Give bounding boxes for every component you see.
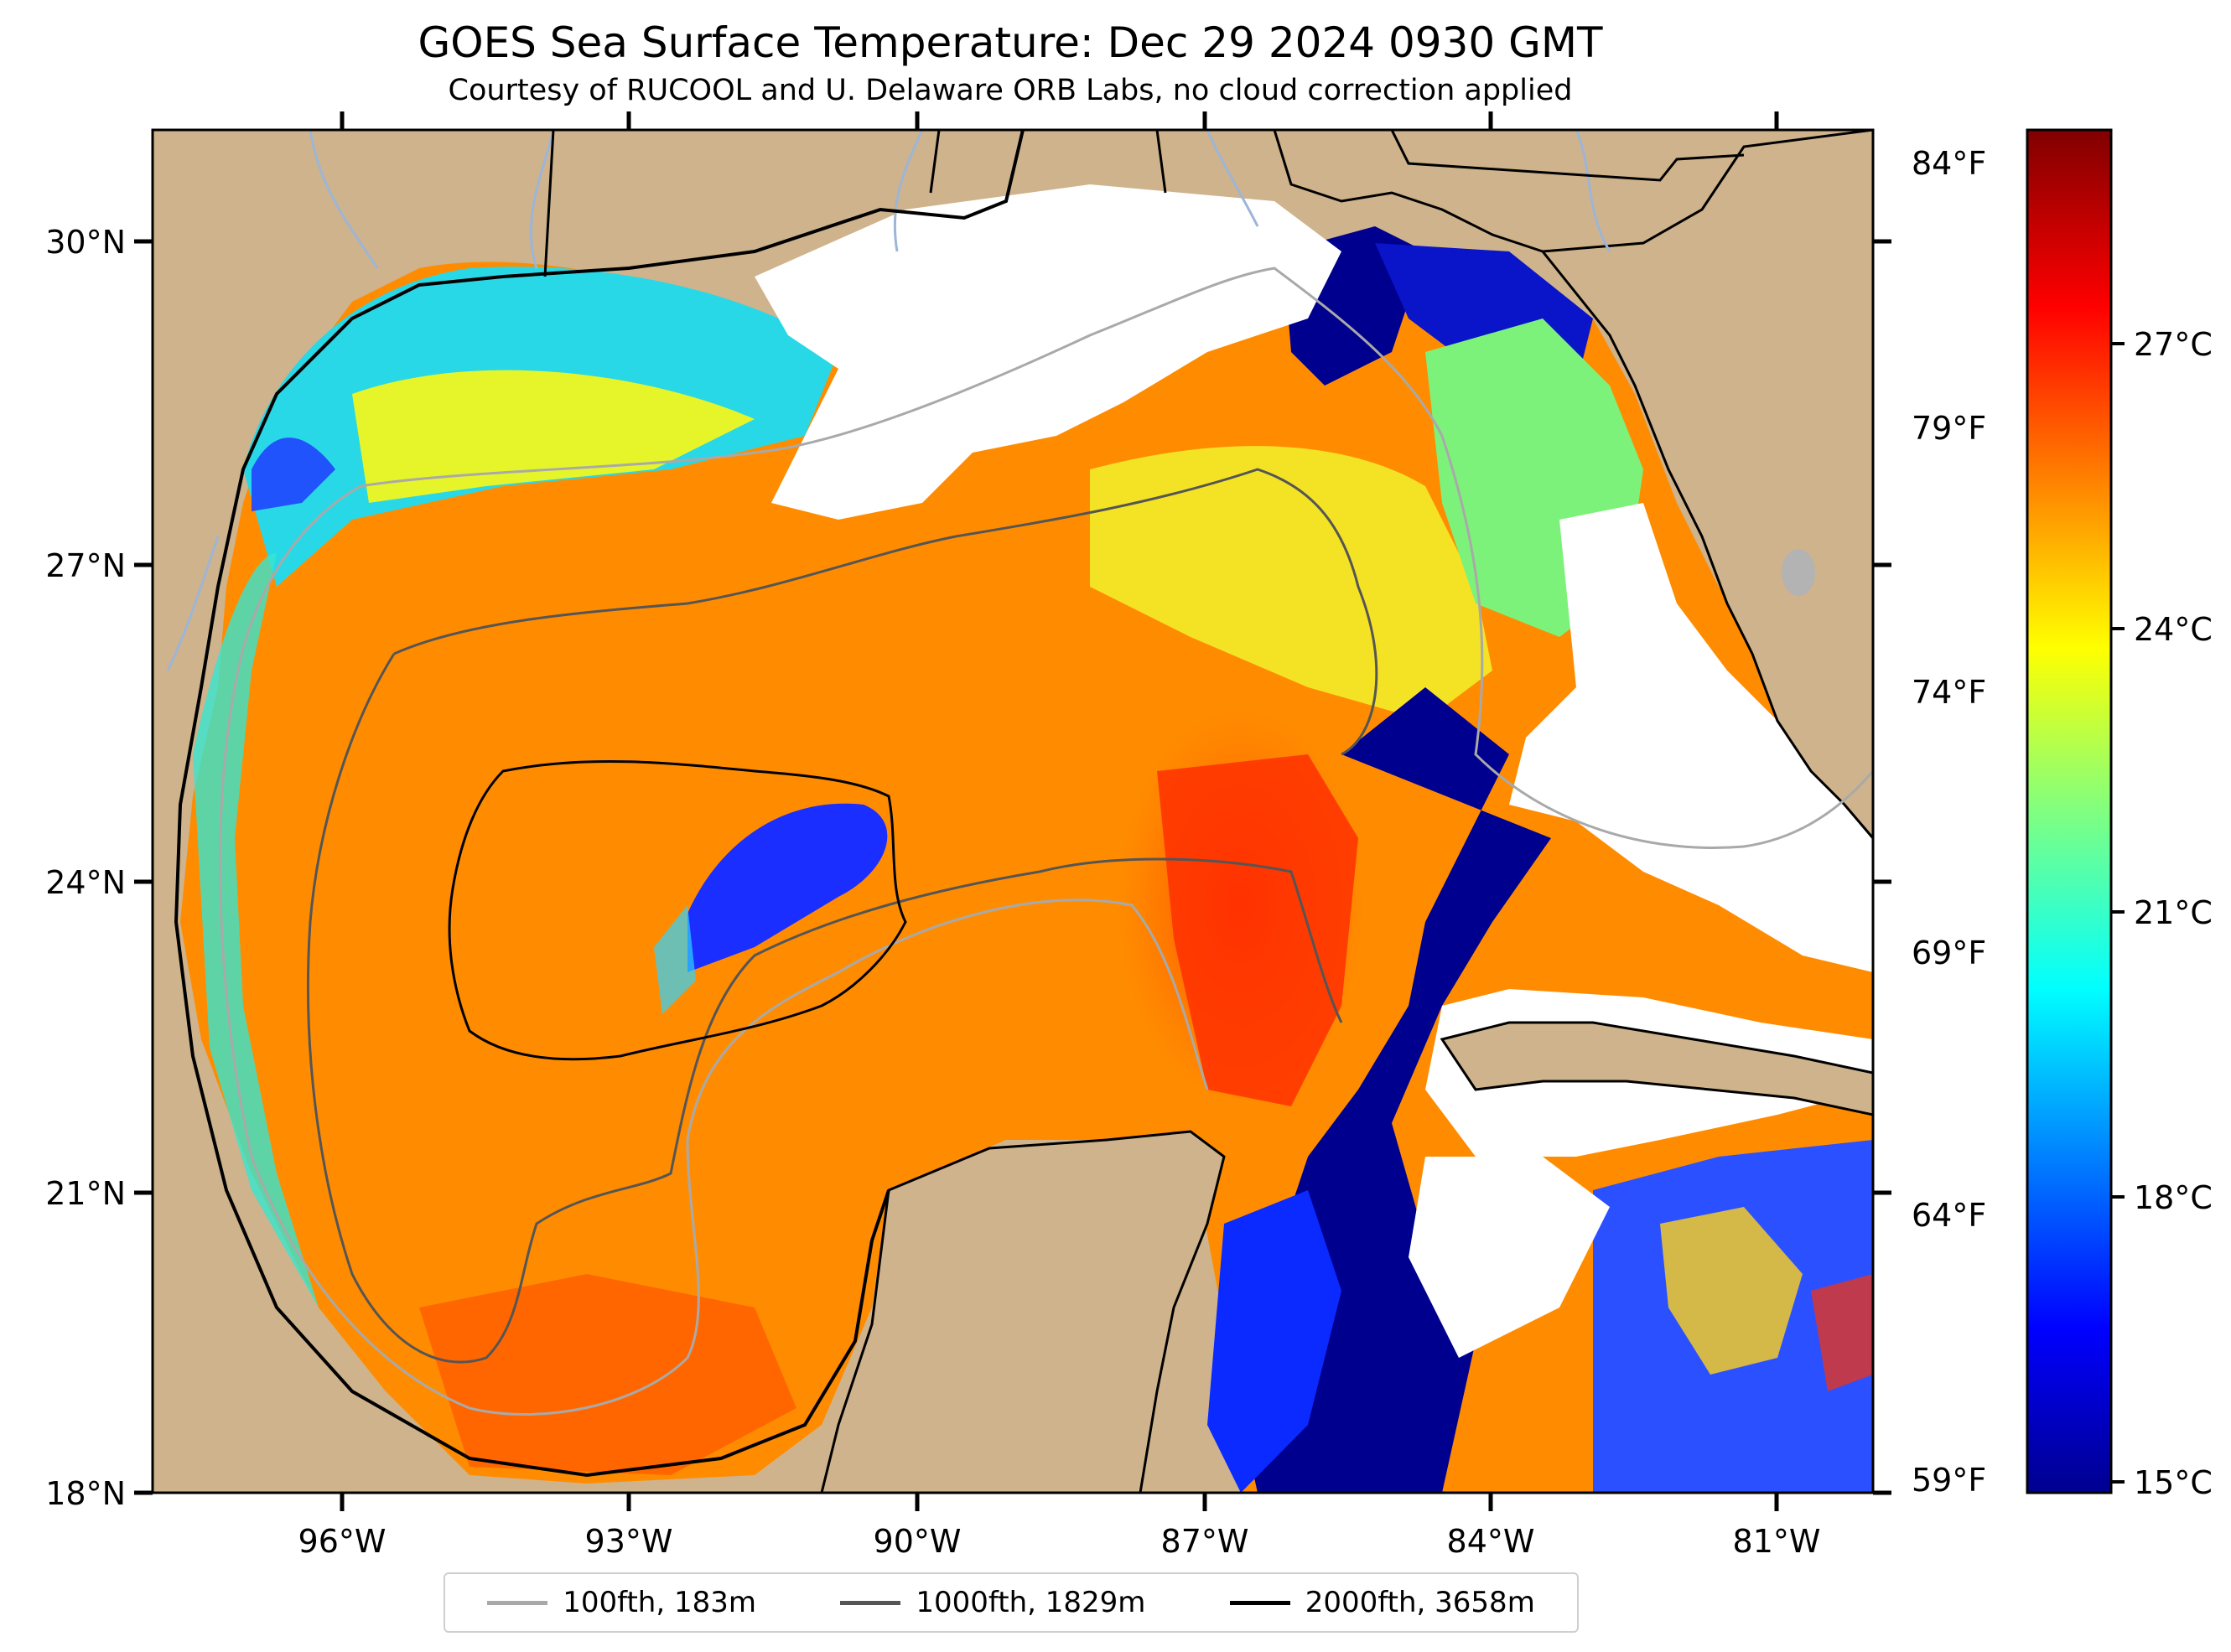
fahrenheit-tick-label: 74°F xyxy=(1912,674,1986,711)
yucatan-channel-cold xyxy=(1207,1190,1341,1493)
lon-tick-label: 84°W xyxy=(1447,1523,1535,1560)
contour-1000fth xyxy=(306,468,1378,1364)
legend-item-1000fth: 1000fth, 1829m xyxy=(840,1586,1145,1619)
legend-label: 2000fth, 3658m xyxy=(1305,1586,1535,1619)
lat-axis: 30°N 27°N 24°N 21°N 18°N xyxy=(45,224,153,1512)
lat-tick-label: 18°N xyxy=(45,1475,126,1512)
caribbean-warm xyxy=(1660,1207,1803,1375)
legend-line-icon xyxy=(840,1600,901,1605)
lat-tick-label: 27°N xyxy=(45,547,126,584)
celsius-tick-label: 24°C xyxy=(2134,611,2213,648)
celsius-tick-label: 27°C xyxy=(2134,326,2213,363)
legend-item-100fth: 100fth, 183m xyxy=(487,1586,756,1619)
coastline-gulf xyxy=(174,130,1025,1478)
lat-ticks-right xyxy=(1873,239,1891,1495)
celsius-tick-label: 21°C xyxy=(2134,894,2213,931)
cloud-east-florida xyxy=(1509,503,1873,972)
celsius-tick-label: 18°C xyxy=(2134,1179,2213,1216)
shelf-blue-nw xyxy=(252,438,335,511)
lon-tick-label: 81°W xyxy=(1733,1523,1821,1560)
sw-warm xyxy=(419,1274,796,1475)
cold-eddy-fringe xyxy=(654,905,696,1014)
contour-100fth xyxy=(219,267,1873,1416)
cloud-se xyxy=(1409,1157,1610,1358)
cuba-land xyxy=(1440,1021,1873,1116)
legend-item-2000fth: 2000fth, 3658m xyxy=(1229,1586,1535,1619)
state-borders xyxy=(543,130,1745,277)
caribbean-red xyxy=(1811,1274,1873,1391)
yellow-band xyxy=(1090,446,1492,721)
fahrenheit-axis: 84°F 79°F 74°F 69°F 64°F 59°F xyxy=(1912,145,1986,1499)
florida-land xyxy=(1540,130,1873,841)
fahrenheit-tick-label: 69°F xyxy=(1912,935,1986,971)
coastline-north xyxy=(1273,130,1544,253)
yucatan-land xyxy=(820,1130,1226,1493)
lon-tick-label: 87°W xyxy=(1161,1523,1249,1560)
lon-ticks-top xyxy=(340,111,1779,130)
map-canvas xyxy=(153,130,1873,1493)
lake-okeechobee xyxy=(1782,549,1815,596)
lon-tick-label: 96°W xyxy=(298,1523,387,1560)
fahrenheit-tick-label: 59°F xyxy=(1912,1462,1986,1499)
lat-tick-label: 24°N xyxy=(45,864,126,901)
fahrenheit-tick-label: 64°F xyxy=(1912,1197,1986,1234)
colorbar xyxy=(2026,128,2113,1494)
fahrenheit-tick-label: 84°F xyxy=(1912,145,1986,182)
lon-tick-label: 93°W xyxy=(585,1523,673,1560)
legend-label: 1000fth, 1829m xyxy=(916,1586,1146,1619)
loop-current-core xyxy=(1157,754,1358,1106)
cloud-north xyxy=(755,184,1341,520)
cold-eddy xyxy=(687,803,888,972)
map-frame xyxy=(151,128,1875,1494)
celsius-axis: 27°C 24°C 21°C 18°C 15°C xyxy=(2134,326,2213,1501)
contour-legend: 100fth, 183m 1000fth, 1829m 2000fth, 365… xyxy=(444,1572,1579,1633)
lat-tick-label: 21°N xyxy=(45,1175,126,1212)
map-title: GOES Sea Surface Temperature: Dec 29 202… xyxy=(418,18,1603,67)
lon-tick-label: 90°W xyxy=(874,1523,962,1560)
rivers xyxy=(166,130,1611,671)
celsius-tick-label: 15°C xyxy=(2134,1464,2213,1501)
legend-label: 100fth, 183m xyxy=(563,1586,756,1619)
legend-line-icon xyxy=(1229,1600,1290,1605)
fahrenheit-tick-label: 79°F xyxy=(1912,410,1986,447)
lon-axis: 96°W 93°W 90°W 87°W 84°W 81°W xyxy=(298,1493,1821,1560)
colorbar-ticks xyxy=(2111,342,2125,1484)
lat-tick-label: 30°N xyxy=(45,224,126,261)
west-edge-cyan xyxy=(193,553,319,1308)
legend-line-icon xyxy=(487,1600,548,1605)
shelf-yellow xyxy=(352,370,755,503)
map-subtitle: Courtesy of RUCOOL and U. Delaware ORB L… xyxy=(448,74,1573,107)
contour-2000fth xyxy=(448,759,907,1061)
